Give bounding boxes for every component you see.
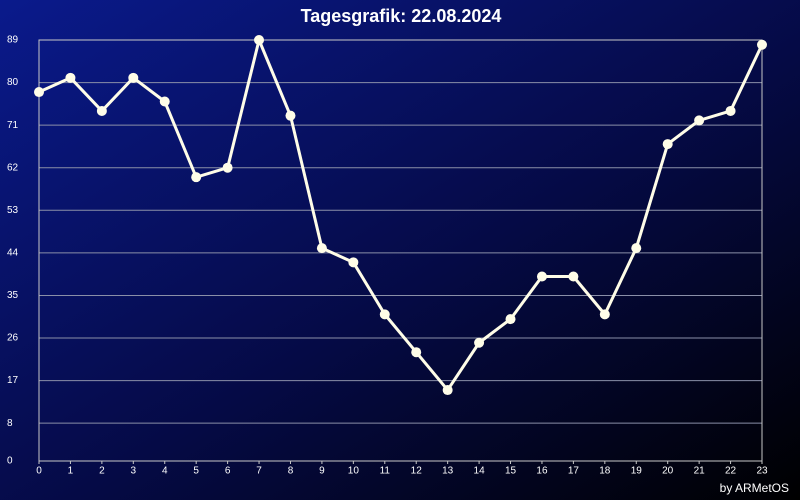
data-point xyxy=(662,139,673,150)
data-point xyxy=(442,385,453,396)
x-tick-label: 16 xyxy=(536,466,548,477)
x-tick-label: 3 xyxy=(131,466,137,477)
data-point xyxy=(65,72,76,83)
y-tick-label: 44 xyxy=(7,248,19,259)
data-point xyxy=(379,309,390,320)
x-tick-label: 21 xyxy=(694,466,706,477)
y-tick-label: 26 xyxy=(7,333,19,344)
x-tick-label: 15 xyxy=(505,466,517,477)
x-tick-label: 9 xyxy=(319,466,325,477)
data-point xyxy=(757,39,767,50)
x-tick-label: 14 xyxy=(474,466,486,477)
data-point xyxy=(474,337,485,348)
y-tick-label: 0 xyxy=(7,456,13,467)
x-tick-label: 18 xyxy=(599,466,611,477)
data-point xyxy=(254,35,265,45)
data-point xyxy=(725,105,736,116)
x-tick-label: 22 xyxy=(725,466,737,477)
x-tick-label: 12 xyxy=(411,466,423,477)
data-point xyxy=(411,347,422,358)
x-tick-label: 0 xyxy=(36,466,42,477)
data-point xyxy=(348,257,359,268)
data-point xyxy=(536,271,547,282)
data-point xyxy=(631,243,642,254)
y-tick-label: 35 xyxy=(7,290,19,301)
x-tick-label: 1 xyxy=(68,466,74,477)
y-tick-label: 62 xyxy=(7,162,19,173)
x-tick-label: 7 xyxy=(256,466,262,477)
data-point xyxy=(96,105,107,116)
data-line xyxy=(38,38,764,392)
data-point xyxy=(568,271,579,282)
y-tick-label: 71 xyxy=(7,120,19,131)
x-tick-label: 5 xyxy=(193,466,199,477)
x-tick-label: 13 xyxy=(442,466,454,477)
y-tick-label: 53 xyxy=(7,205,19,216)
chart-title: Tagesgrafik: 22.08.2024 xyxy=(301,6,502,26)
y-tick-label: 17 xyxy=(7,375,19,386)
data-point xyxy=(285,110,296,121)
x-tick-label: 2 xyxy=(99,466,105,477)
data-point xyxy=(159,96,170,107)
y-tick-label: 8 xyxy=(7,418,13,429)
x-tick-label: 4 xyxy=(162,466,168,477)
x-tick-label: 6 xyxy=(225,466,231,477)
data-point xyxy=(316,243,327,254)
x-tick-label: 11 xyxy=(380,466,391,477)
x-tick-label: 17 xyxy=(568,466,580,477)
x-tick-label: 20 xyxy=(662,466,674,477)
data-point xyxy=(694,115,705,126)
data-point xyxy=(599,309,610,320)
y-tick-label: 89 xyxy=(7,35,19,46)
data-point xyxy=(34,87,44,98)
data-point xyxy=(191,172,202,183)
plot-frame xyxy=(38,39,763,462)
x-tick-label: 23 xyxy=(756,466,768,477)
x-tick-label: 19 xyxy=(631,466,643,477)
data-point xyxy=(128,72,139,83)
x-tick-label: 10 xyxy=(348,466,360,477)
y-tick-label: 80 xyxy=(7,77,19,88)
x-tick-label: 8 xyxy=(288,466,294,477)
footer: by ARMetOS xyxy=(720,481,789,495)
data-point xyxy=(222,162,233,173)
data-point xyxy=(505,314,516,325)
